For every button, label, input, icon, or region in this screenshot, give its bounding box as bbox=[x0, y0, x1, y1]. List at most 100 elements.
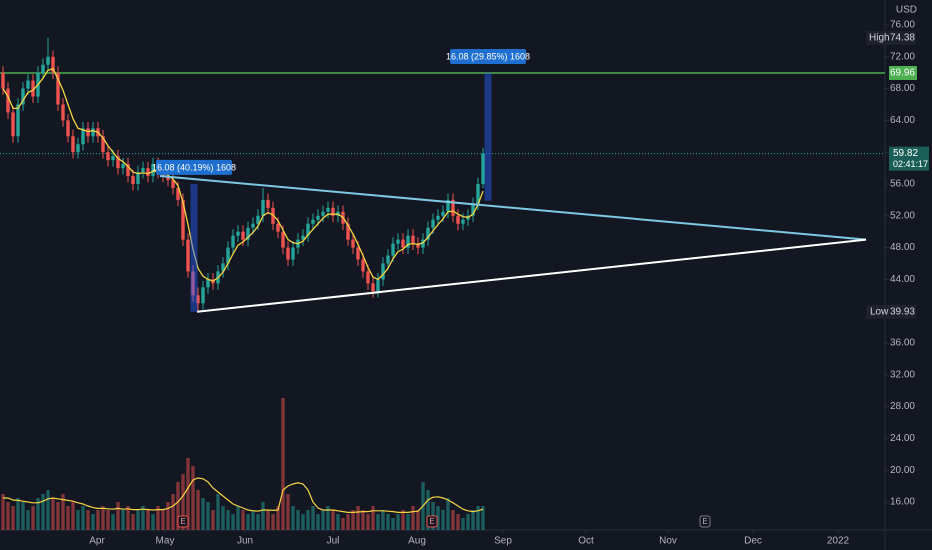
candle-body bbox=[101, 136, 105, 153]
candle-body bbox=[261, 199, 265, 216]
candle-body bbox=[291, 247, 295, 260]
volume-bar bbox=[266, 510, 270, 530]
volume-bar bbox=[21, 502, 25, 530]
candle-body bbox=[191, 271, 195, 296]
trendline bbox=[196, 238, 867, 313]
candle-body bbox=[166, 176, 170, 181]
volume-bar bbox=[461, 518, 465, 530]
volume-bar bbox=[196, 490, 200, 530]
volume-bar bbox=[186, 458, 190, 530]
candle-body bbox=[26, 80, 30, 89]
volume-bar bbox=[481, 506, 485, 530]
candle-body bbox=[406, 235, 410, 248]
candle-body bbox=[306, 223, 310, 236]
earnings-marker bbox=[699, 515, 711, 528]
volume-bar bbox=[16, 498, 20, 530]
volume-bar bbox=[311, 506, 315, 530]
volume-bar bbox=[101, 506, 105, 530]
volume-bar bbox=[171, 494, 175, 530]
resistance-label: 69.96 bbox=[890, 68, 915, 79]
volume-bar bbox=[426, 490, 430, 530]
candle-body bbox=[41, 64, 45, 73]
candle-body bbox=[251, 223, 255, 228]
candle-body bbox=[331, 207, 335, 216]
candle-body bbox=[176, 187, 180, 200]
candle-body bbox=[21, 88, 25, 105]
volume-bar bbox=[336, 514, 340, 530]
measure-label-bg bbox=[450, 48, 526, 64]
candle-body bbox=[281, 231, 285, 248]
candle-body bbox=[441, 211, 445, 216]
volume-bar bbox=[151, 514, 155, 530]
volume-bar bbox=[376, 514, 380, 530]
volume-bar bbox=[111, 514, 115, 530]
candle-body bbox=[231, 235, 235, 248]
candle-body bbox=[186, 239, 190, 272]
candle-body bbox=[446, 199, 450, 212]
candle-body bbox=[196, 295, 200, 304]
volume-bar bbox=[351, 510, 355, 530]
candle-body bbox=[206, 279, 210, 288]
candle-body bbox=[141, 168, 145, 173]
measure-box bbox=[190, 183, 198, 312]
trendline bbox=[159, 175, 867, 241]
candle-body bbox=[376, 279, 380, 292]
resistance-label-bg bbox=[889, 65, 917, 80]
volume-bar bbox=[1, 494, 5, 530]
candle-body bbox=[471, 203, 475, 216]
volume-bar bbox=[66, 506, 70, 530]
volume-bar bbox=[211, 510, 215, 530]
y-tick-label: 48.00 bbox=[890, 242, 915, 253]
volume-bar bbox=[316, 514, 320, 530]
volume-bar bbox=[221, 506, 225, 530]
candle-body bbox=[421, 239, 425, 248]
volume-bar bbox=[471, 510, 475, 530]
y-tick-label: 72.00 bbox=[890, 51, 915, 62]
candle-body bbox=[131, 176, 135, 184]
volume-bar bbox=[156, 506, 160, 530]
volume-bar bbox=[291, 506, 295, 530]
volume-bar bbox=[216, 494, 220, 530]
candle-body bbox=[111, 156, 115, 161]
volume-bar bbox=[121, 510, 125, 530]
y-tick-label: 24.00 bbox=[890, 433, 915, 444]
candle-body bbox=[391, 243, 395, 256]
candle-body bbox=[266, 199, 270, 208]
candle-body bbox=[126, 164, 130, 177]
candle-body bbox=[311, 219, 315, 224]
candle-body bbox=[276, 223, 280, 232]
volume-bar bbox=[371, 506, 375, 530]
volume-bar bbox=[456, 514, 460, 530]
candle-body bbox=[151, 164, 155, 177]
volume-bar bbox=[341, 518, 345, 530]
volume-bar bbox=[81, 506, 85, 530]
volume-bar bbox=[191, 466, 195, 530]
x-tick-label: 2022 bbox=[827, 536, 850, 547]
candle-body bbox=[71, 136, 75, 153]
volume-ma-line bbox=[3, 477, 484, 513]
volume-bar bbox=[161, 510, 165, 530]
volume-bar bbox=[436, 506, 440, 530]
x-tick-label: Apr bbox=[89, 536, 105, 547]
volume-bar bbox=[226, 510, 230, 530]
measure-box bbox=[484, 72, 492, 201]
volume-bar bbox=[76, 510, 80, 530]
candle-body bbox=[146, 168, 150, 177]
candle-body bbox=[426, 227, 430, 240]
volume-bar bbox=[276, 506, 280, 530]
volume-bar bbox=[301, 514, 305, 530]
candle-body bbox=[61, 104, 65, 121]
candle-body bbox=[316, 215, 320, 220]
volume-bar bbox=[181, 474, 185, 530]
volume-bar bbox=[306, 510, 310, 530]
x-tick-label: Aug bbox=[408, 536, 426, 547]
volume-bar bbox=[286, 494, 290, 530]
x-tick-label: Jul bbox=[327, 536, 340, 547]
y-tick-label: 20.00 bbox=[890, 465, 915, 476]
volume-bar bbox=[71, 502, 75, 530]
candle-body bbox=[476, 183, 480, 204]
x-tick-label: Oct bbox=[578, 536, 594, 547]
x-tick-label: Sep bbox=[494, 536, 512, 547]
